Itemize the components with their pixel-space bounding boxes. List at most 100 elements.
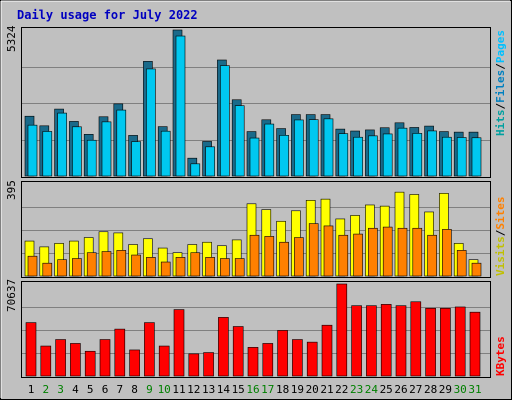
bar-files <box>249 137 260 177</box>
bar-files <box>220 65 230 177</box>
bar-kbytes <box>395 305 407 377</box>
bar-files <box>101 121 112 177</box>
bar-sites <box>264 236 275 277</box>
day-labels: 1 2 3 4 5 6 7 8 9 10 11 12 13 14 15 16 17 18 19 20 21 22 23 24 2… <box>28 383 482 396</box>
day-label: 25 <box>380 383 393 396</box>
day-label: 16 <box>246 383 259 396</box>
bar-files <box>308 119 319 177</box>
legend-part: Visits <box>494 236 507 276</box>
bar-kbytes <box>129 349 140 377</box>
day-label: 20 <box>306 383 319 396</box>
day-label: 4 <box>72 383 79 396</box>
legend-part: Sites <box>494 197 507 230</box>
bar-files <box>264 123 275 177</box>
chart-title: Daily usage for July 2022 <box>17 8 198 22</box>
bar-sites <box>146 257 156 277</box>
bar-kbytes <box>454 306 466 377</box>
day-label: 19 <box>291 383 304 396</box>
bar-sites <box>249 234 260 277</box>
bar-kbytes <box>84 350 96 377</box>
bar-sites <box>442 229 452 277</box>
bar-sites <box>338 234 349 277</box>
bar-sites <box>294 237 304 277</box>
day-label: 2 <box>42 383 49 396</box>
day-label: 3 <box>57 383 64 396</box>
bar-kbytes <box>380 304 392 377</box>
bars <box>24 29 482 377</box>
bar-sites <box>412 227 423 277</box>
legend-hits-files-pages: Hits/Files/Pages <box>494 30 507 136</box>
bar-kbytes <box>70 343 81 377</box>
bar-kbytes <box>262 343 274 377</box>
bar-kbytes <box>336 283 348 377</box>
bar-files <box>116 109 127 177</box>
bar-sites <box>456 250 467 277</box>
day-label: 14 <box>217 383 231 396</box>
bar-files <box>427 130 437 177</box>
bar-sites <box>101 251 112 277</box>
day-label: 30 <box>454 383 467 396</box>
bar-files <box>442 136 452 177</box>
bar-sites <box>220 258 230 277</box>
legend-part: Files <box>494 70 507 103</box>
day-label: 24 <box>365 383 379 396</box>
day-label: 12 <box>187 383 200 396</box>
bar-files <box>471 137 482 177</box>
bar-files <box>42 131 53 177</box>
legend-kbytes: KBytes <box>494 336 507 376</box>
bar-kbytes <box>218 317 229 377</box>
bar-sites <box>86 252 97 277</box>
y-max-label-kbytes: 70637 <box>5 279 18 312</box>
bar-kbytes <box>469 311 481 377</box>
bar-sites <box>175 257 186 277</box>
bar-sites <box>72 258 82 277</box>
bar-files <box>382 133 393 177</box>
bar-kbytes <box>144 322 155 377</box>
bar-sites <box>57 259 67 277</box>
bar-kbytes <box>158 345 170 377</box>
legend-part: / <box>494 103 507 110</box>
day-label: 9 <box>146 383 153 396</box>
bar-files <box>279 135 289 177</box>
bar-files <box>456 137 467 177</box>
bar-sites <box>308 223 319 277</box>
day-label: 31 <box>468 383 481 396</box>
bar-files <box>323 118 334 177</box>
bar-files <box>353 136 363 177</box>
bar-sites <box>116 250 127 277</box>
day-label: 29 <box>439 383 452 396</box>
bar-sites <box>353 233 363 277</box>
bar-kbytes <box>203 352 214 377</box>
bar-kbytes <box>277 330 288 377</box>
bar-kbytes <box>247 347 259 377</box>
bar-files <box>412 133 423 177</box>
bar-sites <box>190 252 201 277</box>
bar-files <box>397 127 408 177</box>
bar-kbytes <box>232 326 244 377</box>
day-label: 23 <box>350 383 363 396</box>
bar-kbytes <box>25 322 37 377</box>
legend-part: Pages <box>494 30 507 63</box>
bar-sites <box>279 241 289 277</box>
day-label: 28 <box>424 383 437 396</box>
bar-sites <box>205 257 215 277</box>
y-max-label-visits: 395 <box>5 180 18 200</box>
bar-kbytes <box>114 328 126 377</box>
bar-files <box>86 139 97 177</box>
day-label: 27 <box>409 383 422 396</box>
bar-files <box>72 126 82 177</box>
day-label: 26 <box>394 383 407 396</box>
bar-files <box>57 112 67 177</box>
day-label: 5 <box>87 383 94 396</box>
bar-sites <box>368 227 378 277</box>
legend-visits-sites: Visits/Sites <box>494 197 507 277</box>
bar-files <box>160 130 171 177</box>
bar-sites <box>131 254 141 277</box>
bar-kbytes <box>440 307 451 377</box>
bar-files <box>131 141 141 177</box>
day-label: 1 <box>28 383 35 396</box>
bar-kbytes <box>410 301 422 377</box>
bar-sites <box>382 226 393 277</box>
legend-part: KBytes <box>494 336 507 376</box>
